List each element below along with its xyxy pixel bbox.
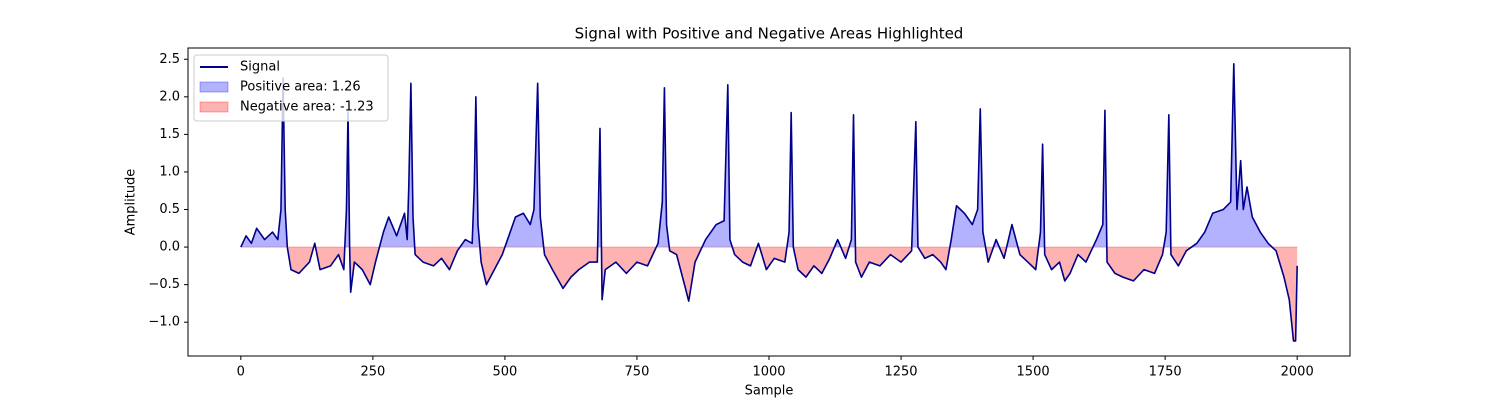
x-tick-label: 2000 [1281,365,1314,380]
y-tick-label: 2.0 [159,89,180,104]
legend-label: Positive area: 1.26 [240,80,361,95]
chart-title: Signal with Positive and Negative Areas … [575,25,964,43]
legend-label: Negative area: -1.23 [240,100,374,115]
y-tick-label: 0.5 [159,202,180,217]
x-tick-label: 750 [625,365,650,380]
y-tick-label: 1.0 [159,164,180,179]
area-fill [240,63,1298,248]
y-tick-label: 2.5 [159,52,180,67]
y-axis-label: Amplitude [124,169,139,236]
x-tick-label: 250 [360,365,385,380]
area-fill [287,247,1298,341]
legend-swatch [199,81,229,93]
x-tick-label: 1750 [1149,365,1182,380]
x-axis-label: Sample [745,384,794,399]
x-tick-label: 500 [492,365,517,380]
x-tick-label: 0 [237,365,245,380]
plot-frame [187,47,1351,357]
x-tick-label: 1000 [752,365,785,380]
y-tick-label: 0.0 [159,240,180,255]
y-tick-label: 1.5 [159,127,180,142]
legend-swatch [199,101,229,113]
legend-label: Signal [240,60,280,75]
y-tick-label: −0.5 [148,277,180,292]
legend-box [193,54,389,122]
x-tick-label: 1500 [1017,365,1050,380]
y-tick-label: −1.0 [148,315,180,330]
x-tick-label: 1250 [884,365,917,380]
signal-line [240,62,1298,342]
